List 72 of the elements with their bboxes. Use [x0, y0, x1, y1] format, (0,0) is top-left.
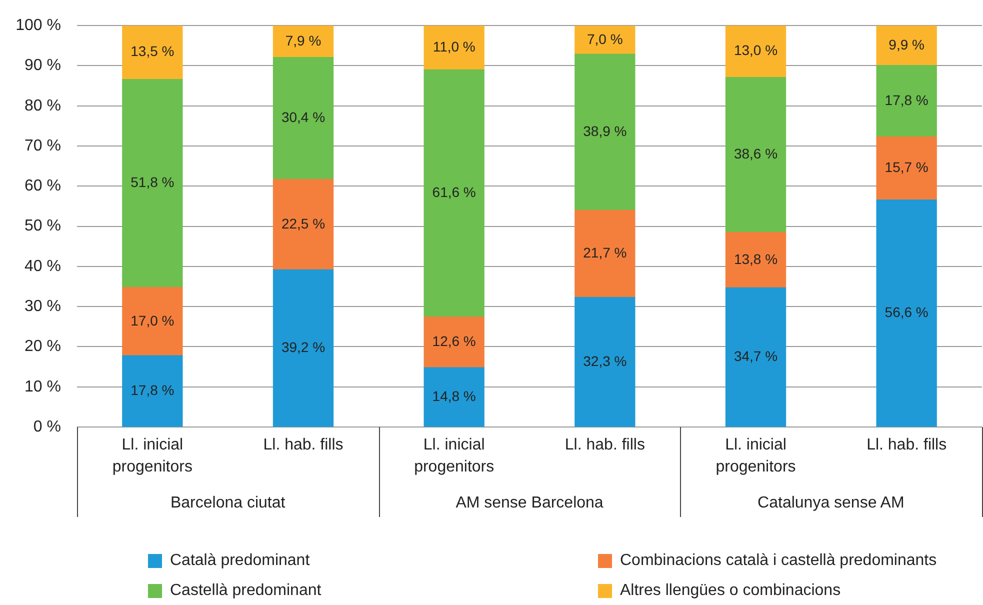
data-label: 56,6 %: [884, 304, 928, 320]
bar: [424, 26, 484, 70]
data-label: 39,2 %: [281, 338, 326, 355]
bar: [122, 79, 183, 288]
bar: [574, 210, 636, 298]
data-label: 22,5 %: [281, 215, 326, 232]
bar: [122, 26, 183, 80]
y-tick-label: 40 %: [24, 258, 61, 275]
bar: [876, 26, 937, 66]
x-tick-label: Ll. inicial progenitors: [716, 436, 796, 476]
bar: [272, 56, 334, 180]
y-tick-label: 20 %: [24, 338, 61, 356]
data-label: 11,0 %: [432, 38, 476, 55]
data-label: 17,0 %: [130, 312, 174, 328]
data-label: 15,7 %: [884, 159, 928, 176]
data-label: 17,8 %: [130, 382, 174, 398]
bar: [725, 77, 786, 233]
x-tick-label: Ll. hab. fills: [866, 436, 947, 454]
data-label: 30,4 %: [281, 109, 326, 126]
y-tick-label: 0 %: [33, 418, 61, 436]
bar: [424, 69, 484, 318]
data-label: 21,7 %: [583, 244, 627, 261]
x-tick-label: Ll. hab. fills: [564, 436, 645, 454]
data-label: 13,0 %: [734, 42, 778, 58]
y-tick-label: 90 %: [24, 57, 61, 74]
bar: [122, 286, 183, 356]
bar: [725, 287, 786, 427]
bar: [272, 269, 334, 427]
data-label: 7,9 %: [285, 32, 322, 48]
data-label: 13,8 %: [734, 250, 778, 267]
bar: [272, 179, 334, 270]
bar: [876, 65, 937, 138]
legend-label: Combinacions català i castellà predominants: [620, 552, 937, 570]
data-label: 38,6 %: [734, 146, 778, 162]
y-tick-label: 70 %: [24, 137, 61, 154]
data-label: 13,5 %: [130, 43, 174, 60]
bar: [876, 136, 937, 200]
bar: [574, 54, 636, 211]
text: Catalunya sense AM: [758, 494, 904, 512]
data-label: 17,8 %: [884, 92, 928, 108]
data-label: 12,6 %: [432, 333, 476, 350]
x-tick-label: Ll. inicial progenitors: [414, 436, 494, 476]
data-label: 9,9 %: [888, 36, 924, 52]
data-label: 61,6 %: [432, 184, 476, 200]
x-tick-label: Ll. hab. fills: [263, 436, 344, 454]
data-label: 34,7 %: [734, 348, 778, 364]
bar: [424, 367, 484, 427]
y-tick-label: 80 %: [24, 97, 61, 114]
legend-label: Castellà predominant: [170, 582, 322, 600]
text: Barcelona ciutat: [170, 494, 286, 512]
text: AM sense Barcelona: [456, 494, 604, 512]
legend-label: Català predominant: [170, 552, 310, 570]
bar: [574, 297, 636, 427]
data-label: 7,0 %: [587, 30, 623, 47]
bar: [876, 199, 937, 427]
bar: [122, 355, 183, 427]
y-tick-label: 100 %: [16, 17, 61, 34]
data-label: 38,9 %: [583, 123, 627, 140]
bar: [725, 232, 786, 288]
data-label: 32,3 %: [583, 352, 627, 369]
y-tick-label: 60 %: [24, 178, 61, 195]
data-label: 51,8 %: [130, 174, 174, 190]
data-label: 14,8 %: [432, 388, 476, 404]
y-tick-label: 30 %: [24, 298, 61, 315]
x-tick-label: Ll. inicial progenitors: [112, 436, 192, 476]
bar: [272, 26, 334, 58]
bar: [424, 316, 484, 368]
y-tick-label: 50 %: [24, 218, 61, 235]
legend-label: Altres llengües o combinacions: [620, 582, 841, 600]
bar: [725, 26, 786, 78]
bar: [574, 26, 636, 54]
y-tick-label: 10 %: [24, 378, 61, 396]
